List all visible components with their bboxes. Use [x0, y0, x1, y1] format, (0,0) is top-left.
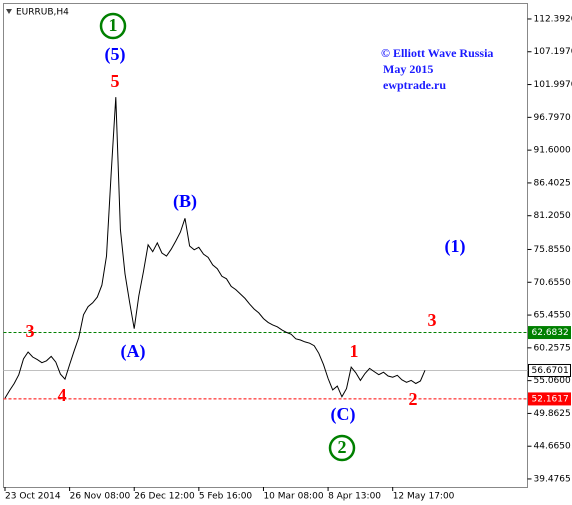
y-tick-label: 55.0600 — [534, 376, 571, 386]
wave-circle — [99, 12, 127, 40]
wave-circle — [328, 434, 356, 462]
wave-label: 2 — [338, 437, 347, 457]
x-tick-label: 23 Oct 2014 — [5, 492, 61, 502]
wave-label: (B) — [173, 191, 197, 212]
y-tick-label: 75.8550 — [534, 245, 571, 255]
copyright-line: © Elliott Wave Russia — [381, 46, 493, 60]
y-tick-label: 60.2575 — [534, 343, 571, 353]
level-label-box — [528, 363, 571, 377]
chart-title: EURRUB,H4 — [16, 8, 69, 18]
level-label: 52.1617 — [532, 394, 569, 404]
copyright-line: May 2015 — [383, 62, 433, 76]
wave-label: 1 — [109, 15, 118, 35]
y-tick-label: 70.6550 — [534, 278, 571, 288]
y-tick-label: 96.7970 — [534, 113, 571, 123]
symbol-icon — [6, 9, 12, 14]
plot-frame — [3, 3, 528, 488]
x-tick-label: 12 May 17:00 — [393, 492, 455, 502]
x-tick-label: 26 Dec 12:00 — [134, 492, 195, 502]
level-label: 62.6832 — [532, 328, 569, 338]
y-tick-label: 44.6650 — [534, 442, 571, 452]
wave-label: 3 — [428, 310, 437, 330]
level-label-box — [528, 392, 571, 406]
x-tick-label: 5 Feb 16:00 — [199, 492, 253, 502]
wave-label: 3 — [26, 321, 35, 341]
y-tick-label: 39.4765 — [534, 474, 571, 484]
y-tick-label: 112.3920 — [534, 14, 572, 24]
y-tick-label: 107.1970 — [534, 47, 572, 57]
copyright-line: ewptrade.ru — [383, 78, 446, 92]
wave-label: (1) — [445, 236, 466, 257]
y-tick-label: 81.2050 — [534, 211, 571, 221]
y-tick-label: 65.4550 — [534, 311, 571, 321]
price-line — [4, 97, 426, 399]
x-tick-label: 10 Mar 08:00 — [263, 492, 323, 502]
level-label-box — [528, 326, 571, 340]
y-tick-label: 86.4025 — [534, 178, 571, 188]
wave-label: 1 — [350, 341, 359, 361]
wave-label: (A) — [121, 341, 146, 362]
wave-label: 2 — [409, 389, 418, 409]
wave-label: (5) — [105, 44, 126, 65]
y-tick-label: 91.6000 — [534, 146, 571, 156]
wave-label: (C) — [331, 404, 356, 425]
y-tick-label: 101.9970 — [534, 80, 572, 90]
wave-label: 5 — [111, 71, 120, 91]
wave-label: 4 — [58, 385, 67, 405]
x-tick-label: 8 Apr 13:00 — [328, 492, 381, 502]
x-tick-label: 26 Nov 08:00 — [70, 492, 131, 502]
y-tick-label: 49.8625 — [534, 409, 571, 419]
level-label: 56.6701 — [532, 366, 569, 376]
